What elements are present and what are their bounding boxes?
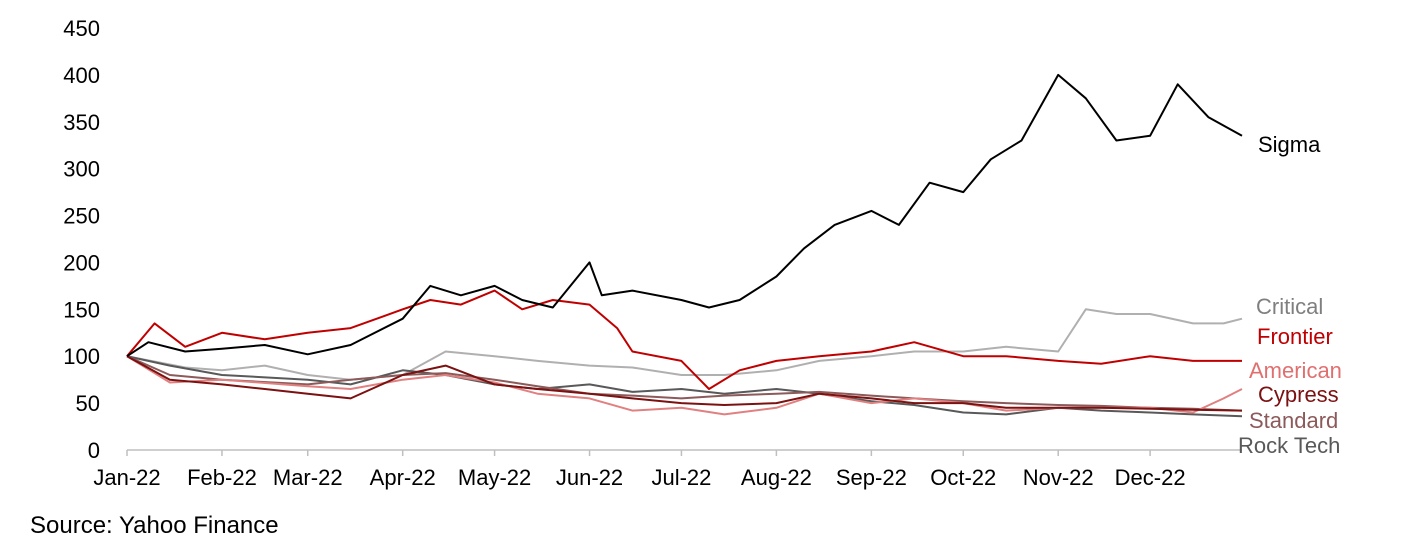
x-tick-label: Oct-22 — [930, 465, 996, 490]
y-tick-label: 100 — [63, 344, 100, 369]
series-line-frontier — [126, 289, 1242, 390]
y-tick-label: 50 — [76, 391, 100, 416]
y-tick-label: 200 — [63, 250, 100, 275]
y-tick-label: 300 — [63, 157, 100, 182]
series-labels: Sigma Critical Frontier AmericanCypressStan… — [1238, 132, 1342, 458]
series-line-standard — [126, 355, 1243, 412]
source-note: Source: Yahoo Finance — [30, 512, 279, 539]
x-tick-label: May-22 — [458, 465, 531, 490]
x-tick-label: Nov-22 — [1023, 465, 1094, 490]
series-label-cypress: Cypress — [1258, 382, 1339, 407]
series-label-sigma: Sigma — [1258, 132, 1321, 157]
y-tick-label: 400 — [63, 63, 100, 88]
y-tick-label: 450 — [63, 16, 100, 41]
x-tick-label: Dec-22 — [1115, 465, 1186, 490]
y-tick-label: 150 — [63, 297, 100, 322]
series-line-critical — [126, 308, 1243, 381]
series-label-standard: Standard — [1249, 408, 1338, 433]
series-label-rock-tech: Rock Tech — [1238, 433, 1340, 458]
series-label-critical: Critical — [1256, 294, 1323, 319]
y-axis: 0 50 100 150 200 250 300 350 400 450 — [63, 16, 100, 463]
x-tick-label: Mar-22 — [273, 465, 343, 490]
y-tick-label: 350 — [63, 110, 100, 135]
series-label-american: American — [1249, 358, 1342, 383]
series-label-frontier: Frontier — [1257, 324, 1333, 349]
series-line-sigma — [126, 73, 1243, 358]
x-tick-label: Jun-22 — [556, 465, 623, 490]
series-lines — [126, 73, 1243, 418]
x-tick-label: Apr-22 — [370, 465, 436, 490]
line-chart: 0 50 100 150 200 250 300 350 400 450 Jan-22 Feb-22… — [63, 16, 1342, 490]
x-tick-label: Jan-22 — [93, 465, 160, 490]
x-tick-label: Aug-22 — [741, 465, 812, 490]
x-tick-label: Feb-22 — [187, 465, 257, 490]
x-tick-label: Jul-22 — [651, 465, 711, 490]
x-axis: Jan-22 Feb-22 Mar-22 Apr-22 May-22 Jun-22 Jul-… — [93, 449, 1242, 490]
x-tick-label: Sep-22 — [836, 465, 907, 490]
y-tick-label: 0 — [88, 438, 100, 463]
y-tick-label: 250 — [63, 204, 100, 229]
series-line-cypress — [126, 355, 1243, 412]
